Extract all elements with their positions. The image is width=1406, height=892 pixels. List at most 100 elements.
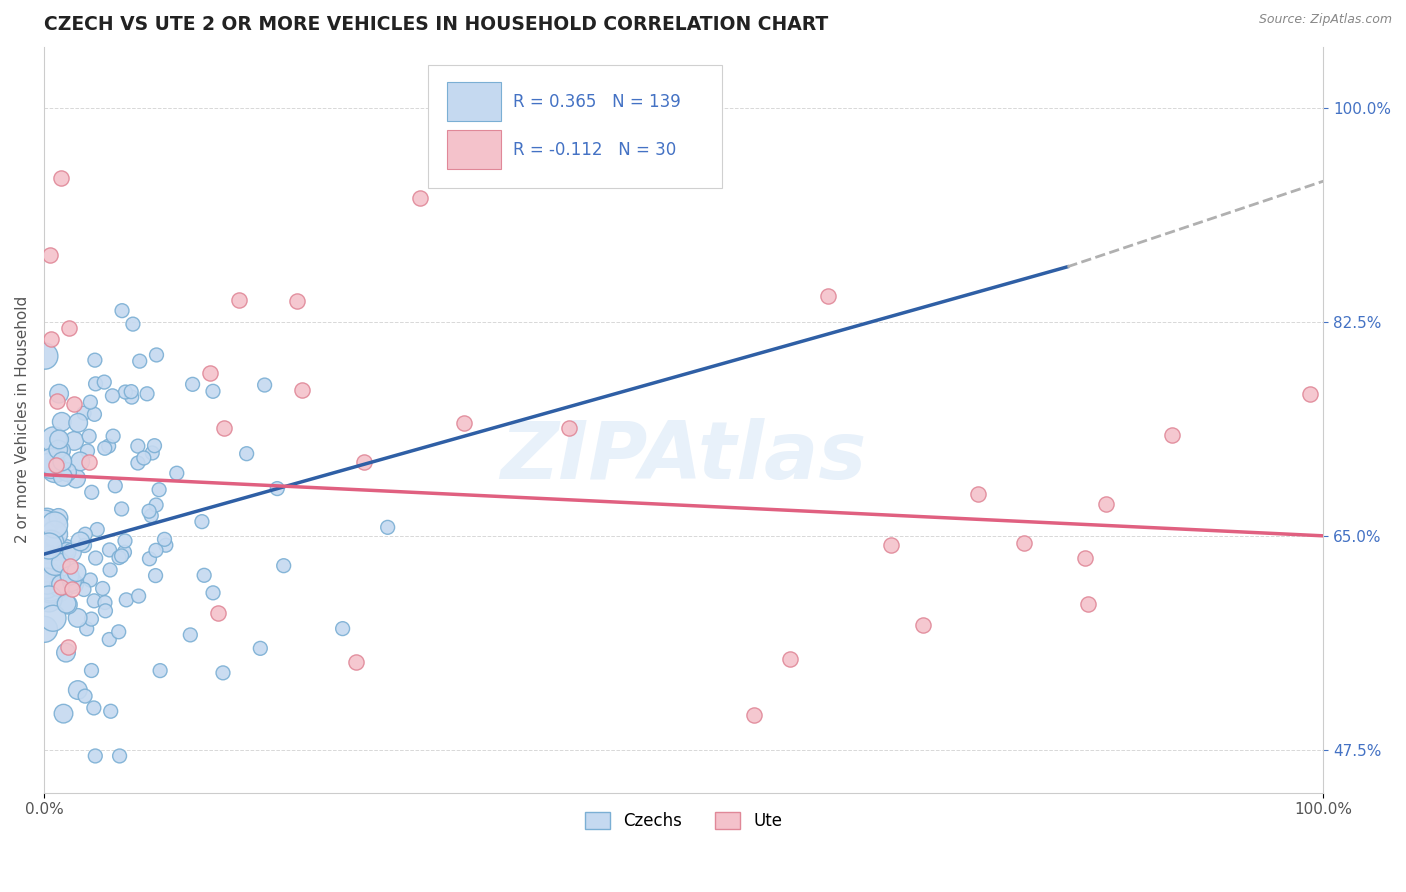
Point <box>353 455 375 469</box>
Point <box>46 442 69 457</box>
Point <box>38 539 60 553</box>
Point <box>148 483 170 497</box>
Point <box>98 543 121 558</box>
Point <box>201 384 224 399</box>
Point <box>65 565 87 579</box>
Point <box>39 454 62 468</box>
Point <box>49 556 72 570</box>
Point <box>75 689 97 703</box>
Point <box>101 429 124 443</box>
Point <box>127 456 149 470</box>
Point <box>332 622 354 636</box>
Point <box>45 394 67 409</box>
Point <box>69 454 91 468</box>
Point <box>42 611 65 625</box>
Point <box>45 458 67 473</box>
Point <box>49 577 72 591</box>
Text: R = -0.112   N = 30: R = -0.112 N = 30 <box>513 141 676 159</box>
Point <box>83 353 105 368</box>
Point <box>49 585 72 599</box>
Point <box>60 582 83 596</box>
Point <box>83 594 105 608</box>
Point <box>266 482 288 496</box>
Point <box>73 582 96 597</box>
Point <box>39 581 62 595</box>
Point <box>121 390 143 404</box>
Point <box>149 664 172 678</box>
Point <box>253 378 276 392</box>
Point <box>66 683 89 698</box>
Point <box>114 545 136 559</box>
Point <box>212 665 235 680</box>
Text: R = 0.365   N = 139: R = 0.365 N = 139 <box>513 93 681 111</box>
Point <box>94 596 117 610</box>
Point <box>101 389 124 403</box>
Point <box>56 465 79 479</box>
Point <box>166 467 188 481</box>
Point <box>181 377 204 392</box>
Point <box>880 538 903 552</box>
Point <box>80 664 103 678</box>
Point <box>128 589 150 603</box>
Point <box>107 624 129 639</box>
Point <box>79 395 101 409</box>
Point <box>38 591 60 606</box>
Point <box>67 416 90 430</box>
Text: Source: ZipAtlas.com: Source: ZipAtlas.com <box>1258 13 1392 27</box>
Point <box>63 577 86 591</box>
Point <box>38 552 60 566</box>
Point <box>35 587 58 601</box>
Point <box>45 541 67 555</box>
Point <box>91 582 114 596</box>
Point <box>145 498 167 512</box>
Point <box>138 551 160 566</box>
Point <box>145 568 167 582</box>
Point <box>55 541 77 556</box>
Point <box>193 568 215 582</box>
Point <box>83 701 105 715</box>
Point <box>966 487 988 501</box>
Point <box>94 604 117 618</box>
Point <box>110 549 132 563</box>
Point <box>120 384 142 399</box>
Point <box>1012 535 1035 549</box>
Point <box>83 408 105 422</box>
Point <box>35 578 58 592</box>
Point <box>779 651 801 665</box>
FancyBboxPatch shape <box>447 82 501 121</box>
Point <box>77 429 100 443</box>
Point <box>122 317 145 331</box>
Point <box>48 578 70 592</box>
Point <box>93 375 115 389</box>
Point <box>63 397 86 411</box>
Point <box>39 332 62 346</box>
Point <box>127 439 149 453</box>
Point <box>35 574 58 589</box>
Point <box>145 348 167 362</box>
Point <box>66 611 89 625</box>
Point <box>817 289 839 303</box>
Point <box>34 349 56 363</box>
Point <box>291 384 314 398</box>
Point <box>742 708 765 723</box>
Point <box>39 458 62 473</box>
Point <box>84 551 107 566</box>
FancyBboxPatch shape <box>447 130 501 169</box>
Point <box>76 444 98 458</box>
Point <box>51 454 73 468</box>
Point <box>128 354 150 368</box>
Point <box>84 748 107 763</box>
Point <box>69 534 91 549</box>
Y-axis label: 2 or more Vehicles in Household: 2 or more Vehicles in Household <box>15 296 30 543</box>
Point <box>51 415 73 429</box>
Point <box>44 462 66 476</box>
Point <box>179 628 201 642</box>
Point <box>1073 550 1095 565</box>
Point <box>34 623 56 637</box>
Point <box>59 568 82 582</box>
Point <box>80 612 103 626</box>
Point <box>44 527 66 541</box>
Point <box>285 293 308 308</box>
Point <box>48 511 70 525</box>
Point <box>55 646 77 660</box>
